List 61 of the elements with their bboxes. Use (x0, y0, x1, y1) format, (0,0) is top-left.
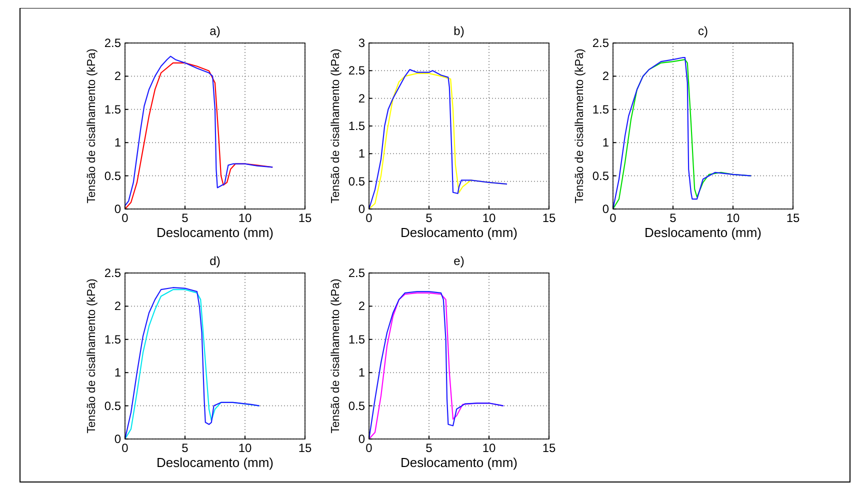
x-tick-label: 15 (786, 211, 800, 225)
y-tick-label: 1 (358, 366, 366, 380)
x-tick-label: 15 (298, 441, 312, 455)
y-tick-label: 2.5 (348, 266, 366, 280)
x-tick-label: 10 (482, 441, 496, 455)
x-tick-label: 5 (426, 211, 433, 225)
y-tick-label: 1.5 (348, 332, 366, 346)
y-tick-label: 3 (358, 36, 366, 50)
chart-title: d) (210, 254, 220, 268)
x-tick-label: 10 (238, 211, 252, 225)
x-tick-label: 15 (542, 211, 556, 225)
x-axis-title: Deslocamento (mm) (156, 455, 274, 470)
y-tick-label: 0.5 (592, 168, 610, 183)
y-tick-label: 2 (602, 69, 610, 84)
y-axis-title: Tensão de cisalhamento (kPa) (330, 48, 342, 204)
y-axis-title: Tensão de cisalhamento (kPa) (574, 48, 586, 204)
y-tick-label: 2.5 (348, 64, 366, 78)
y-tick-label: 1 (358, 146, 366, 161)
y-tick-label: 1.5 (348, 119, 366, 133)
y-tick-label: 1 (114, 366, 122, 380)
x-axis-title: Deslocamento (mm) (156, 225, 274, 240)
x-tick-label: 10 (726, 211, 740, 225)
y-tick-label: 0 (602, 202, 610, 216)
y-tick-label: 2 (114, 69, 122, 84)
chart-title: e) (454, 254, 464, 268)
y-tick-label: 2 (358, 91, 366, 106)
y-tick-label: 0.5 (104, 168, 122, 183)
y-tick-label: 0 (114, 202, 122, 216)
y-tick-label: 0 (358, 432, 366, 446)
y-tick-label: 0.5 (348, 398, 366, 413)
y-tick-label: 2 (358, 299, 366, 314)
y-axis-title: Tensão de cisalhamento (kPa) (330, 278, 342, 434)
x-tick-label: 5 (670, 211, 677, 225)
chart-title: c) (698, 24, 708, 38)
y-tick-label: 1.5 (104, 332, 122, 346)
y-tick-label: 2 (114, 299, 122, 314)
x-tick-label: 5 (426, 441, 433, 455)
y-tick-label: 1 (602, 136, 610, 150)
x-tick-label: 10 (238, 441, 252, 455)
x-tick-label: 10 (482, 211, 496, 225)
y-tick-label: 0.5 (348, 174, 366, 188)
x-tick-label: 5 (182, 211, 189, 225)
y-axis-title: Tensão de cisalhamento (kPa) (86, 48, 98, 204)
x-axis-title: Deslocamento (mm) (644, 225, 762, 240)
x-tick-label: 5 (182, 441, 189, 455)
y-tick-label: 2.5 (104, 36, 122, 50)
y-tick-label: 0.5 (104, 398, 122, 413)
chart-title: b) (454, 24, 464, 38)
y-tick-label: 2.5 (104, 266, 122, 280)
y-tick-label: 0 (358, 202, 366, 216)
y-tick-label: 1.5 (104, 102, 122, 116)
y-axis-title: Tensão de cisalhamento (kPa) (86, 278, 98, 434)
chart-title: a) (210, 24, 220, 38)
x-axis-title: Deslocamento (mm) (400, 455, 518, 470)
y-tick-label: 0 (114, 432, 122, 446)
y-tick-label: 2.5 (592, 36, 610, 50)
x-axis-title: Deslocamento (mm) (400, 225, 518, 240)
y-tick-label: 1.5 (592, 102, 610, 116)
x-tick-label: 15 (298, 211, 312, 225)
y-tick-label: 1 (114, 136, 122, 150)
x-tick-label: 15 (542, 441, 556, 455)
